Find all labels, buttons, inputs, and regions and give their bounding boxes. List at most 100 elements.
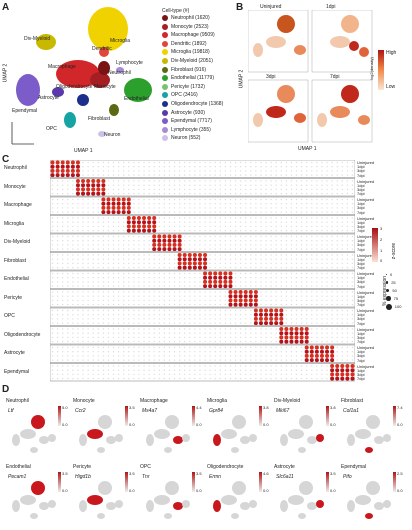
dotplot-dot (239, 365, 242, 367)
dotplot-dot (107, 244, 110, 246)
dotplot-dot (234, 309, 237, 312)
dotplot-dot (341, 351, 343, 353)
dotplot-dot (92, 161, 94, 164)
dotplot-dot (245, 188, 247, 191)
dotplot-dot (67, 373, 69, 376)
dotplot-dot (56, 355, 59, 357)
dotplot-dot (234, 351, 237, 353)
dotplot-timepoint-label: 7dpi (357, 339, 365, 345)
dotplot-dot (250, 340, 252, 343)
dotplot-dot (55, 160, 60, 165)
dotplot-dot (331, 340, 333, 343)
dotplot-row-label: Macrophage (4, 202, 32, 208)
dotplot-dot (300, 235, 303, 238)
dotplot-dot (321, 254, 323, 256)
dotplot-dot (82, 225, 84, 228)
dotplot-dot (326, 299, 328, 302)
feature-umap (12, 415, 56, 453)
dotplot-row-frame (50, 270, 355, 289)
dotplot-dot (62, 221, 64, 223)
dotplot-dot (326, 221, 328, 223)
dotplot-dot (306, 192, 308, 195)
dotplot-dot (157, 238, 162, 243)
dotplot-dot (158, 291, 160, 293)
dotplot-dot (157, 247, 162, 252)
dotplot-dot (138, 322, 140, 324)
dotplot-dot (336, 351, 338, 353)
dotplot-dot (138, 291, 140, 293)
dotplot-dot (143, 170, 145, 172)
dotplot-dot (340, 376, 345, 381)
dotplot-dot (56, 277, 59, 279)
dotplot-dot (316, 240, 318, 242)
dotplot-dot (326, 365, 328, 367)
dotplot-dot (306, 184, 308, 186)
dotplot-dot (243, 302, 248, 307)
cluster-neutrophil (98, 61, 110, 75)
dotplot-dot (133, 198, 135, 201)
dotplot-dot (153, 188, 155, 191)
dotplot-dot (336, 240, 338, 242)
dotplot-dot (102, 225, 105, 228)
dotplot-dot (77, 217, 79, 219)
dotplot-dot (234, 170, 237, 172)
dotplot-dot (228, 284, 233, 289)
dotplot-dot (229, 207, 232, 209)
dotplot-dot (224, 295, 227, 297)
dotplot-dot (143, 207, 145, 209)
dotplot-dot (133, 295, 135, 297)
feature-max: 3.5 (62, 471, 68, 476)
dotplot-dot (102, 369, 105, 371)
dotplot-dot (133, 184, 135, 186)
dotplot-dot (112, 369, 115, 371)
dotplot-dot (306, 174, 308, 176)
dotplot-dot (107, 318, 110, 320)
dotplot-dot (153, 170, 155, 172)
dotplot-dot (270, 174, 272, 176)
dotplot-dot (163, 254, 166, 256)
dotplot-dot (219, 318, 221, 320)
dotplot-dot (290, 258, 293, 260)
dotplot-dot (199, 225, 201, 228)
dotplot-dot (306, 244, 308, 246)
dotplot-dot (228, 294, 233, 299)
dotplot-dot (62, 229, 64, 232)
dotplot-dot (321, 258, 323, 260)
dotplot-dot (214, 184, 216, 186)
dotplot-dot (351, 272, 354, 275)
dotplot-dot (182, 265, 187, 270)
dotplot-dot (280, 229, 282, 232)
dotplot-dot (87, 262, 89, 265)
dotplot-dot (199, 188, 201, 191)
dotplot-dot (285, 285, 288, 287)
dotplot-dot (153, 281, 155, 283)
dotplot-dot (341, 346, 343, 349)
dotplot-dot (295, 272, 298, 275)
dotplot-dot (300, 240, 303, 242)
dotplot-dot (167, 234, 172, 239)
dotplot-dot (260, 207, 262, 209)
dotplot-dot (92, 328, 94, 330)
dotplot-dot (264, 316, 269, 321)
dotplot-dot (138, 170, 140, 172)
dotplot-dot (245, 170, 247, 172)
dotplot-dot (123, 314, 125, 316)
dotplot-dot (162, 247, 167, 252)
dotplot-dot (117, 340, 120, 343)
dotplot-dot (173, 221, 176, 223)
dotplot-dot (290, 170, 293, 172)
dotplot-dot (178, 174, 181, 176)
dotplot-dot (199, 346, 201, 349)
dotplot-dot (250, 336, 252, 339)
feature-umap (347, 481, 391, 519)
dotplot-dot (204, 248, 206, 250)
dotplot-dot (346, 314, 349, 316)
dotplot-dot (82, 161, 84, 164)
dotplot-dot (158, 359, 160, 361)
dotplot-timepoint-label: 1dpi (357, 312, 365, 318)
dotplot-dot (204, 309, 206, 312)
dotplot-dot (219, 355, 221, 357)
dotplot-dot (285, 299, 288, 302)
dotplot-dot (248, 302, 253, 307)
dotplot-dot (229, 258, 232, 260)
